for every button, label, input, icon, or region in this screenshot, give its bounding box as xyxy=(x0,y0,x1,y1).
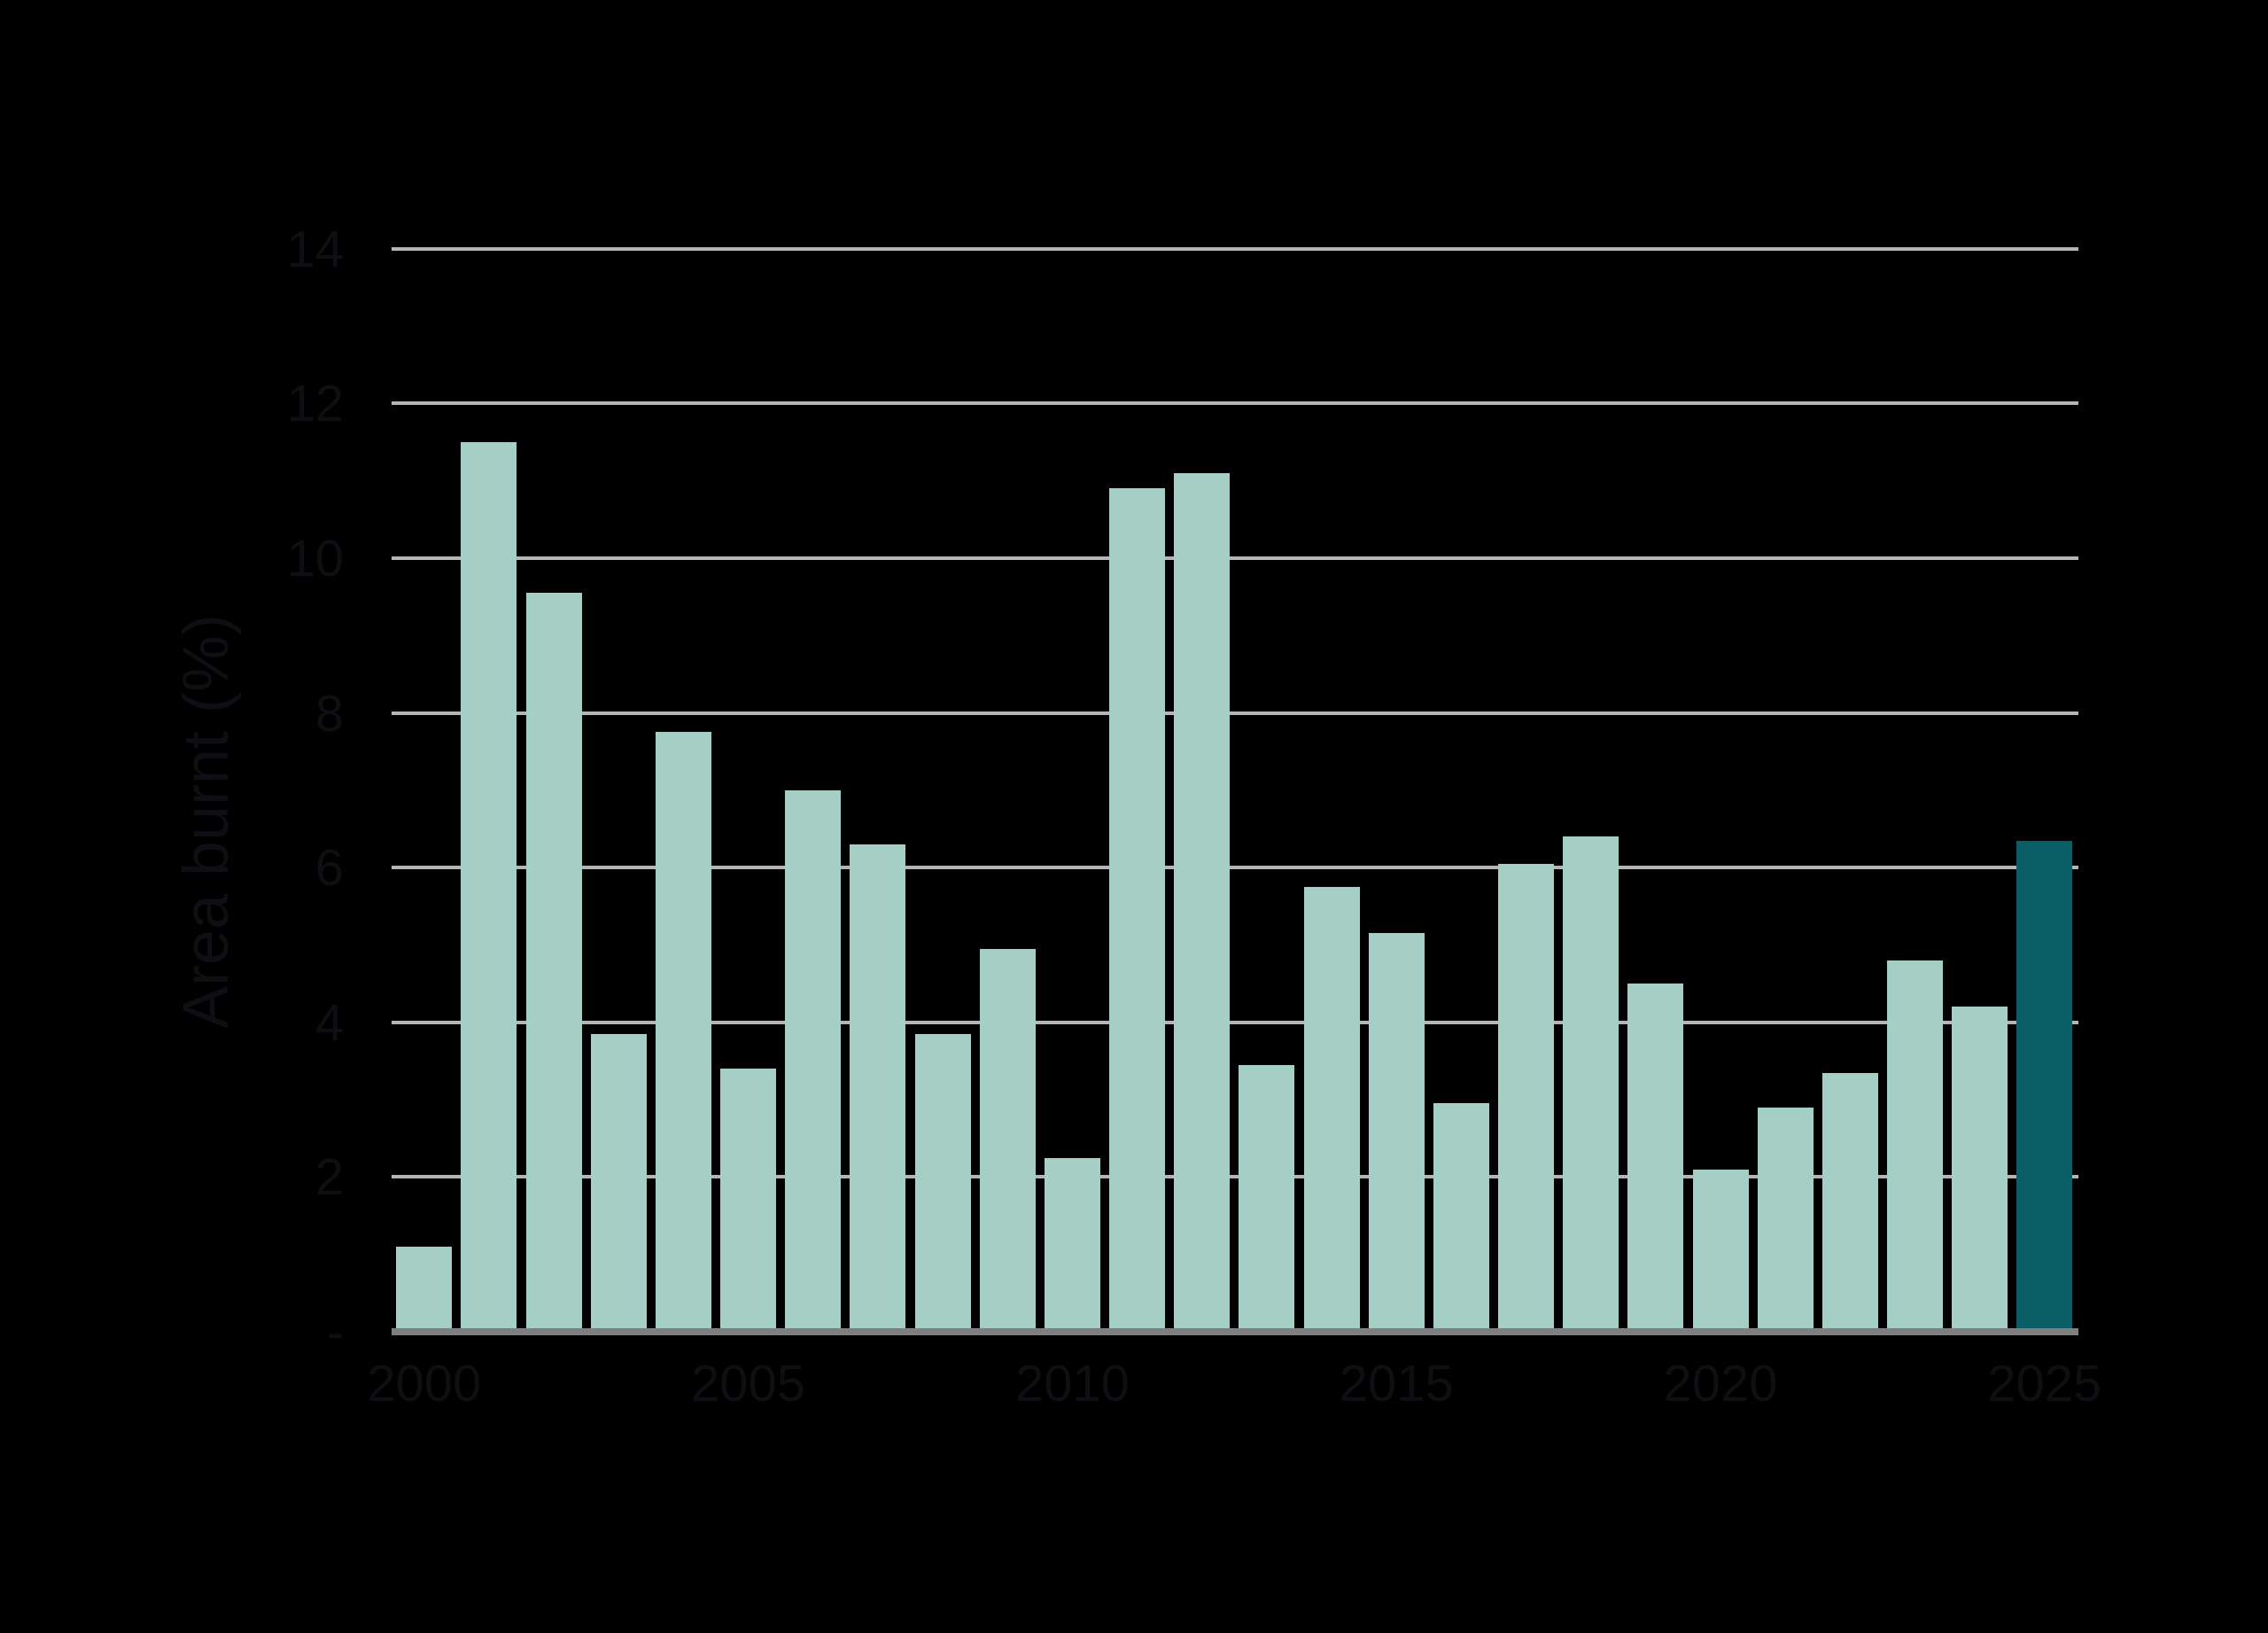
bar-2025 xyxy=(2016,841,2072,1328)
bar-2000 xyxy=(396,1247,452,1328)
x-tick-label-2010: 2010 xyxy=(939,1357,1205,1410)
bar-2019 xyxy=(1627,984,1683,1328)
bar-2023 xyxy=(1887,960,1943,1328)
bar-2024 xyxy=(1952,1007,2008,1328)
bar-2012 xyxy=(1174,473,1230,1328)
bar-2006 xyxy=(785,790,841,1328)
x-tick-label-2020: 2020 xyxy=(1588,1357,1853,1410)
bar-2001 xyxy=(461,442,517,1328)
bar-2005 xyxy=(720,1069,776,1328)
y-tick-label-zero: - xyxy=(193,1305,344,1358)
chart-canvas: Area burnt (%) 2 4 6 8 10 12 14 -2000 2005 2010 20… xyxy=(0,0,2268,1633)
bar-2021 xyxy=(1758,1108,1814,1328)
y-tick-label-14: 14 xyxy=(193,222,344,276)
bar-2016 xyxy=(1433,1103,1489,1328)
y-tick-label-8: 8 xyxy=(193,687,344,740)
bar-2009 xyxy=(980,949,1036,1328)
y-tick-label-6: 6 xyxy=(193,841,344,894)
bar-2010 xyxy=(1045,1158,1100,1328)
y-tick-label-12: 12 xyxy=(193,377,344,430)
y-tick-label-2: 2 xyxy=(193,1150,344,1203)
gridline-4 xyxy=(392,1021,2078,1024)
bar-2003 xyxy=(591,1034,647,1328)
bar-2015 xyxy=(1369,933,1425,1328)
bar-2020 xyxy=(1693,1170,1749,1328)
y-axis-title: Area burnt (%) xyxy=(169,614,242,1029)
bar-2002 xyxy=(526,593,582,1328)
x-axis-line xyxy=(392,1328,2078,1335)
x-tick-label-2025: 2025 xyxy=(1912,1357,2178,1410)
x-tick-label-2000: 2000 xyxy=(291,1357,557,1410)
gridline-10 xyxy=(392,556,2078,560)
bar-2011 xyxy=(1109,488,1165,1328)
bar-2017 xyxy=(1498,864,1554,1328)
gridline-14 xyxy=(392,247,2078,251)
bar-2013 xyxy=(1239,1065,1294,1328)
bar-2022 xyxy=(1822,1073,1878,1328)
x-tick-label-2015: 2015 xyxy=(1263,1357,1529,1410)
y-tick-label-10: 10 xyxy=(193,532,344,585)
bar-2018 xyxy=(1563,836,1619,1328)
bar-2008 xyxy=(915,1034,971,1328)
gridline-6 xyxy=(392,866,2078,869)
bar-2007 xyxy=(850,844,905,1328)
bar-2004 xyxy=(656,732,711,1328)
x-tick-label-2005: 2005 xyxy=(616,1357,882,1410)
y-tick-label-4: 4 xyxy=(193,996,344,1049)
gridline-8 xyxy=(392,712,2078,715)
bar-2014 xyxy=(1304,887,1360,1328)
gridline-12 xyxy=(392,401,2078,405)
